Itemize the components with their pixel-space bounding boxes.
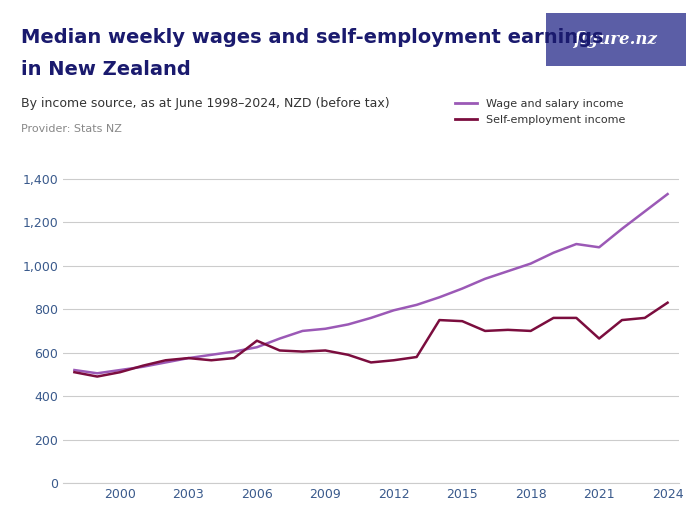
Text: Median weekly wages and self-employment earnings: Median weekly wages and self-employment … — [21, 28, 603, 47]
Text: figure.nz: figure.nz — [574, 31, 658, 48]
Legend: Wage and salary income, Self-employment income: Wage and salary income, Self-employment … — [451, 95, 630, 129]
Text: Provider: Stats NZ: Provider: Stats NZ — [21, 124, 122, 134]
Text: By income source, as at June 1998–2024, NZD (before tax): By income source, as at June 1998–2024, … — [21, 97, 390, 110]
Text: in New Zealand: in New Zealand — [21, 60, 190, 79]
